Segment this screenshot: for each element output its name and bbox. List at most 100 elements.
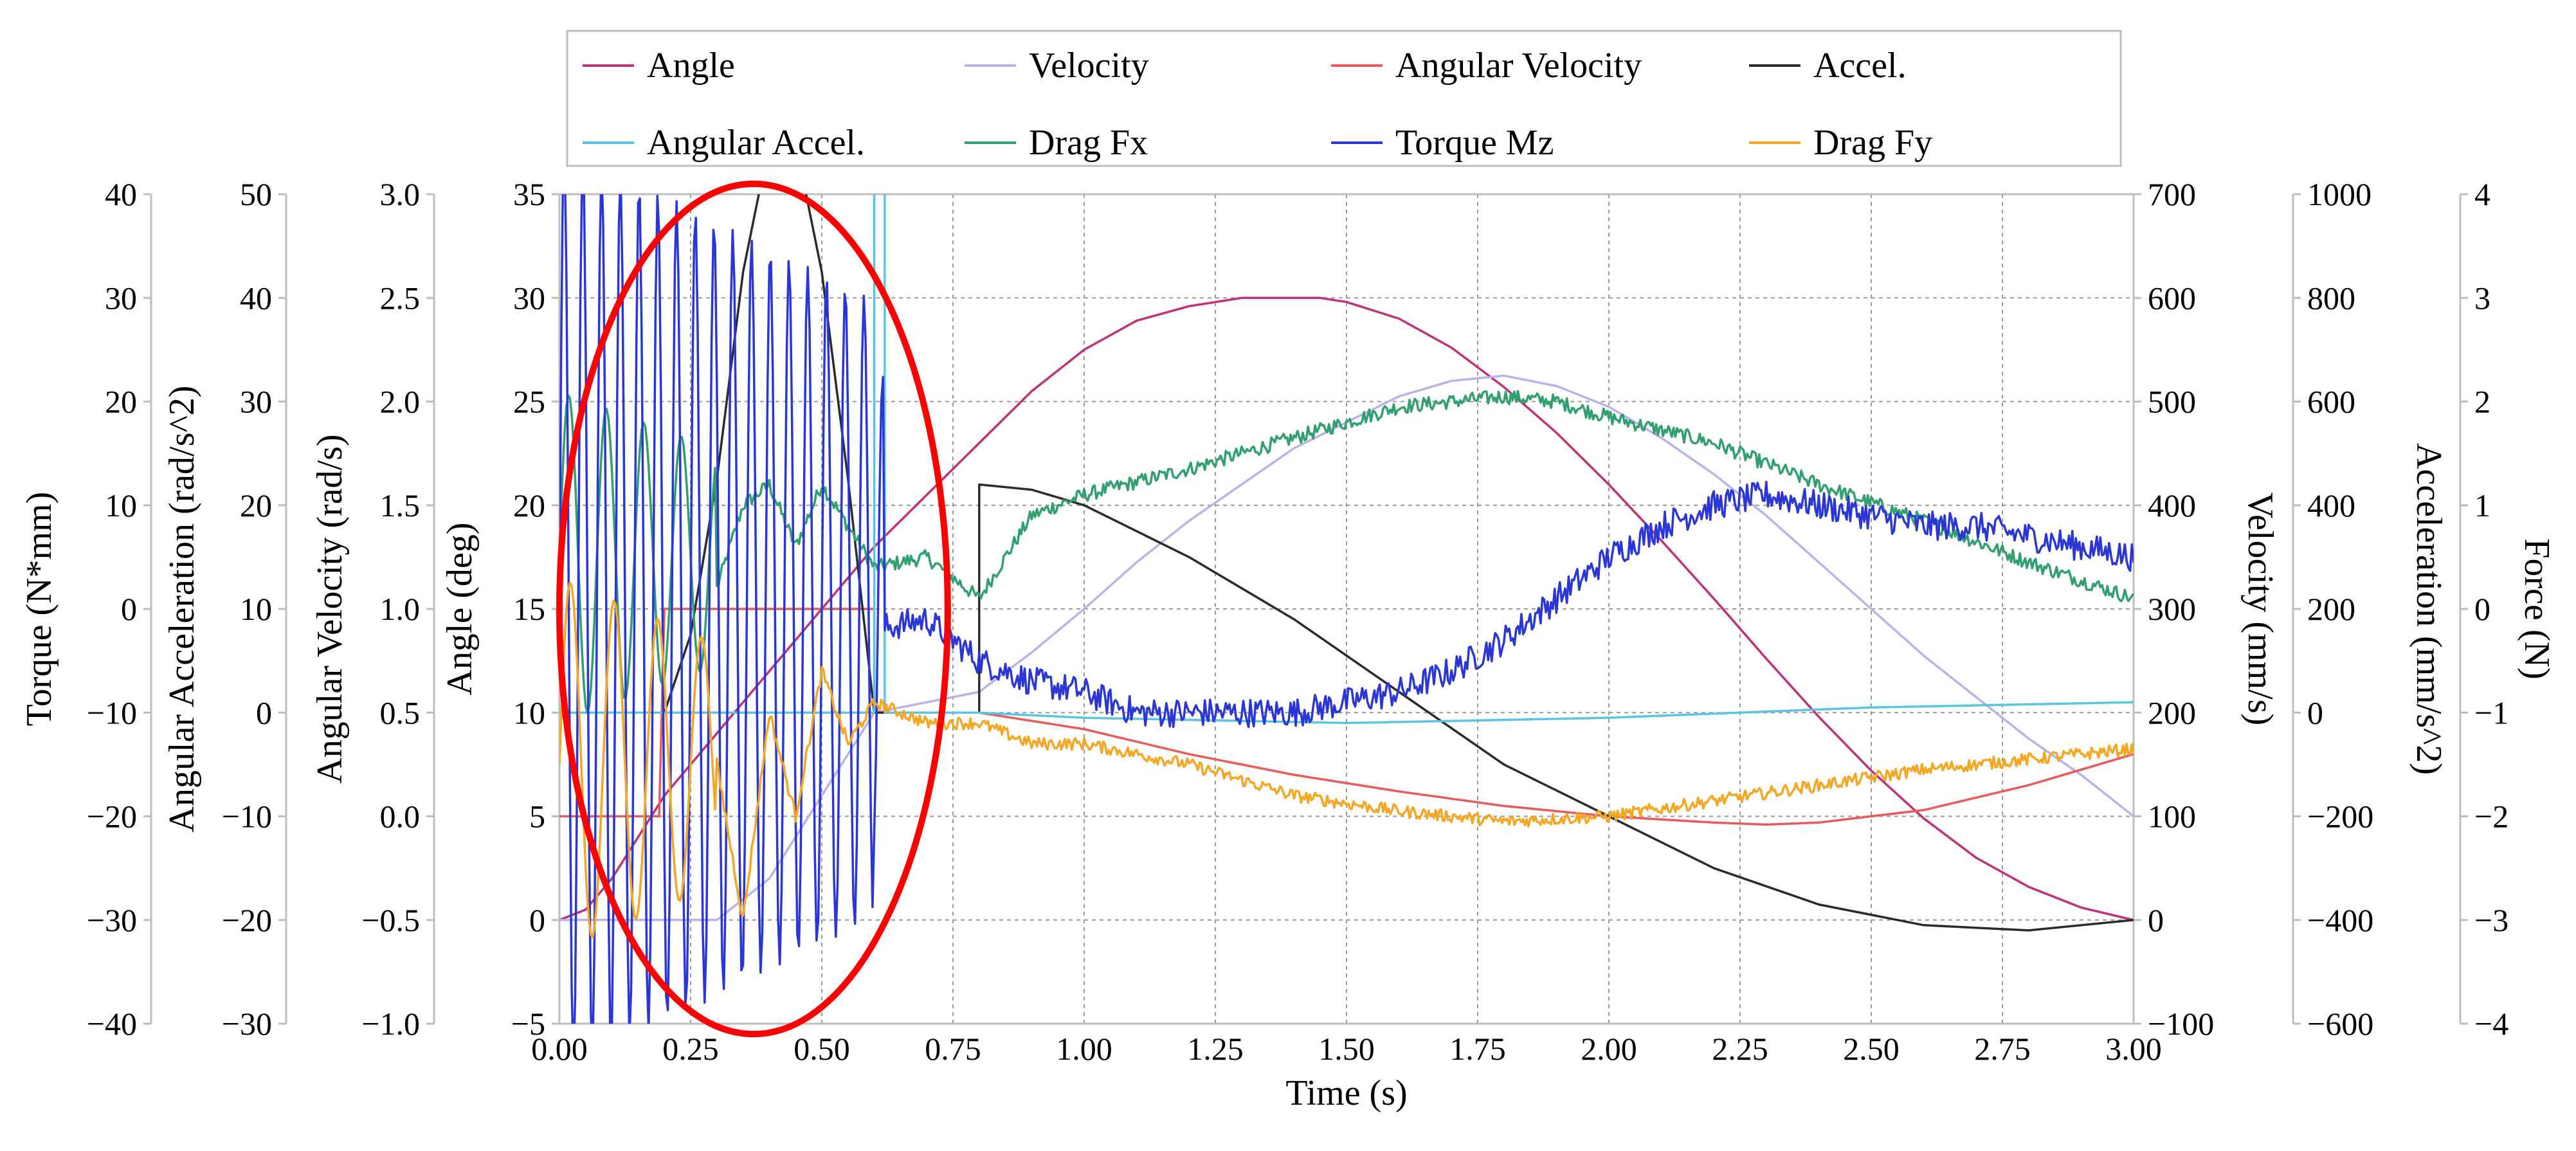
velocity-tick-label: 100 <box>2148 799 2196 835</box>
legend-label: Angular Velocity <box>1395 46 1642 86</box>
angle-tick-label: 15 <box>513 591 545 627</box>
angular_acceleration-tick-label: 40 <box>240 280 272 316</box>
series-line-angle <box>559 296 2134 921</box>
x-tick-label: 1.50 <box>1318 1031 1375 1067</box>
axes: 0.00 0.25 0.50 0.75 1.00 1.25 1.50 1.75 2.00 2.25… <box>19 176 2557 1113</box>
acceleration-tick-label: 1000 <box>2307 176 2372 212</box>
highlight-ellipse <box>556 180 951 1038</box>
x-tick-label: 3.00 <box>2105 1031 2162 1067</box>
legend-label: Angle <box>647 46 735 86</box>
angular_acceleration-tick-label: 10 <box>240 591 272 627</box>
annotation-layer <box>556 180 951 1038</box>
force-tick-label: −2 <box>2474 799 2508 835</box>
force-tick-label: −3 <box>2474 902 2508 938</box>
velocity-tick-label: −100 <box>2148 1006 2214 1042</box>
acceleration-axis-title: Acceleration (mm/s^2) <box>2409 443 2449 775</box>
x-tick-label: 0.50 <box>794 1031 850 1067</box>
force-tick-label: 1 <box>2474 487 2490 523</box>
force-axis-title: Force (N) <box>2517 538 2557 679</box>
series-line-angular-accel <box>559 194 2134 725</box>
velocity-tick-label: 400 <box>2148 487 2196 523</box>
angular_velocity-tick-label: 1.0 <box>380 591 421 627</box>
acceleration-tick-label: 0 <box>2307 694 2323 730</box>
series-line-angular-velocity <box>559 608 2134 826</box>
legend-label: Accel. <box>1813 46 1907 86</box>
angular_acceleration-tick-label: −10 <box>222 799 272 835</box>
legend-label: Torque Mz <box>1395 123 1554 163</box>
torque-tick-label: 40 <box>105 176 137 212</box>
torque-tick-label: 20 <box>105 384 137 420</box>
torque-tick-label: 0 <box>121 591 137 627</box>
force-tick-label: 4 <box>2474 176 2490 212</box>
legend-label: Drag Fx <box>1029 123 1148 163</box>
velocity-tick-label: 600 <box>2148 280 2196 316</box>
angle-tick-label: 5 <box>529 799 545 835</box>
torque-tick-label: 10 <box>105 487 137 523</box>
x-tick-label: 0.75 <box>925 1031 981 1067</box>
velocity-tick-label: 500 <box>2148 384 2196 420</box>
legend-label: Angular Accel. <box>647 123 865 163</box>
angular_acceleration-axis-title: Angular Acceleration (rad/s^2) <box>162 386 202 833</box>
x-tick-label: 1.25 <box>1187 1031 1244 1067</box>
acceleration-tick-label: 200 <box>2307 591 2355 627</box>
angular_velocity-tick-label: 2.0 <box>380 384 421 420</box>
force-tick-label: 3 <box>2474 280 2490 316</box>
velocity-tick-label: 700 <box>2148 176 2196 212</box>
angular_velocity-axis-title: Angular Velocity (rad/s) <box>310 434 350 783</box>
x-tick-label: 2.00 <box>1581 1031 1637 1067</box>
angular_velocity-tick-label: 0.5 <box>380 694 421 730</box>
angular_acceleration-tick-label: 30 <box>240 384 272 420</box>
velocity-axis-title: Velocity (mm/s) <box>2240 493 2280 725</box>
angle-tick-label: 20 <box>513 487 545 523</box>
angle-tick-label: 30 <box>513 280 545 316</box>
x-tick-label: 2.50 <box>1843 1031 1900 1067</box>
velocity-tick-label: 0 <box>2148 902 2164 938</box>
angle-tick-label: −5 <box>511 1006 545 1042</box>
x-tick-label: 1.75 <box>1449 1031 1506 1067</box>
angle-tick-label: 0 <box>529 902 545 938</box>
torque-axis-title: Torque (N*mm) <box>19 492 59 727</box>
angle-tick-label: 10 <box>513 694 545 730</box>
x-tick-label: 1.00 <box>1056 1031 1112 1067</box>
velocity-tick-label: 300 <box>2148 591 2196 627</box>
series-layer <box>559 194 2134 1024</box>
angular_velocity-tick-label: 2.5 <box>380 280 421 316</box>
x-tick-label: 2.75 <box>1974 1031 2031 1067</box>
acceleration-tick-label: 800 <box>2307 280 2355 316</box>
angular_velocity-tick-label: −1.0 <box>361 1006 420 1042</box>
angular_velocity-tick-label: 3.0 <box>380 176 421 212</box>
legend: Angle Velocity Angular Velocity Accel. Angul… <box>566 30 2122 167</box>
acceleration-tick-label: −400 <box>2307 902 2373 938</box>
x-tick-label: 0.25 <box>662 1031 719 1067</box>
force-tick-label: −4 <box>2474 1006 2508 1042</box>
acceleration-tick-label: −600 <box>2307 1006 2373 1042</box>
series-line-accel <box>559 194 2134 932</box>
x-tick-label: 0.00 <box>531 1031 588 1067</box>
legend-label: Drag Fy <box>1813 123 1932 163</box>
acceleration-tick-label: 600 <box>2307 384 2355 420</box>
torque-tick-label: 30 <box>105 280 137 316</box>
velocity-tick-label: 200 <box>2148 694 2196 730</box>
angular_acceleration-tick-label: 0 <box>256 694 272 730</box>
torque-tick-label: −30 <box>87 902 137 938</box>
legend-label: Velocity <box>1029 46 1149 86</box>
x-tick-label: 2.25 <box>1712 1031 1768 1067</box>
torque-tick-label: −20 <box>87 799 137 835</box>
force-tick-label: 0 <box>2474 591 2490 627</box>
angular_velocity-tick-label: 0.0 <box>380 799 421 835</box>
torque-tick-label: −10 <box>87 694 137 730</box>
series-line-velocity <box>559 374 2134 921</box>
series-line-drag-fx <box>559 390 2134 714</box>
force-tick-label: 2 <box>2474 384 2490 420</box>
force-tick-label: −1 <box>2474 694 2508 730</box>
x-axis-title: Time (s) <box>1285 1073 1407 1113</box>
angular_acceleration-tick-label: 20 <box>240 487 272 523</box>
angular_acceleration-tick-label: −20 <box>222 902 272 938</box>
angular_acceleration-tick-label: −30 <box>222 1006 272 1042</box>
series-line-torque-mz <box>559 194 2134 1024</box>
acceleration-tick-label: 400 <box>2307 487 2355 523</box>
acceleration-tick-label: −200 <box>2307 799 2373 835</box>
torque-tick-label: −40 <box>87 1006 137 1042</box>
angular_velocity-tick-label: 1.5 <box>380 487 421 523</box>
